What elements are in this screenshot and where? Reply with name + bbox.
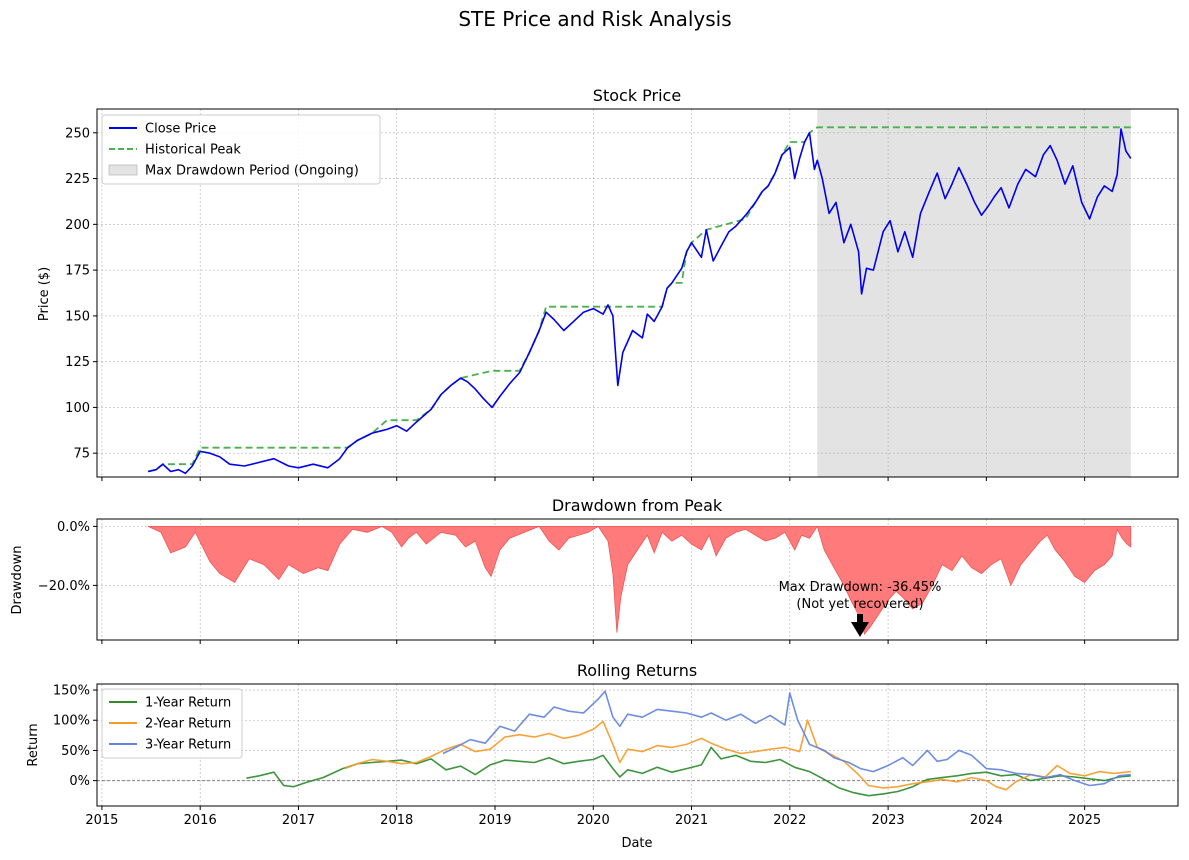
three-year-return-line <box>442 690 1131 787</box>
price-panel: Stock Price Price ($) 75 100 125 150 175 200 2… <box>37 86 1179 481</box>
returns-legend-box <box>101 688 243 759</box>
max-drawdown-arrow <box>851 614 869 637</box>
ytick-label-0-1: 100 <box>65 401 90 416</box>
returns-legend-label-0: 1-Year Return <box>145 696 231 711</box>
ytick-label-2-2: 100% <box>53 714 90 729</box>
drawdown-area <box>147 525 1132 635</box>
max-drawdown-annotation-line2: (Not yet recovered) <box>796 597 923 612</box>
xtick-label-2024: 2024 <box>970 813 1003 828</box>
price-panel-title: Stock Price <box>593 86 681 105</box>
panel-frame-1 <box>96 518 1179 641</box>
price-legend-swatch-2 <box>108 164 138 176</box>
panel-frame-0 <box>96 108 1179 478</box>
returns-panel: Rolling Returns Return Date 2015 2016 2017… <box>26 661 1179 851</box>
returns-panel-ylabel: Return <box>26 723 41 766</box>
ytick-label-1-0: 0.0% <box>57 520 90 535</box>
xtick-label-2022: 2022 <box>773 813 806 828</box>
xtick-label-2020: 2020 <box>577 813 610 828</box>
returns-panel-title: Rolling Returns <box>577 661 697 680</box>
price-legend-label-1: Historical Peak <box>145 143 241 158</box>
xtick-label-2018: 2018 <box>380 813 413 828</box>
xtick-label-2021: 2021 <box>675 813 708 828</box>
ytick-label-0-5: 200 <box>65 218 90 233</box>
xtick-label-2015: 2015 <box>85 813 118 828</box>
xtick-label-2017: 2017 <box>282 813 315 828</box>
max-drawdown-annotation-line1: Max Drawdown: -36.45% <box>779 580 942 595</box>
panel-frame-2 <box>96 683 1179 807</box>
ytick-label-1-1: −20.0% <box>38 579 90 594</box>
close-price-line <box>147 128 1132 475</box>
ytick-label-2-0: 0% <box>69 774 90 789</box>
xtick-label-2016: 2016 <box>184 813 217 828</box>
figure-title: STE Price and Risk Analysis <box>458 7 731 31</box>
xtick-label-2025: 2025 <box>1068 813 1101 828</box>
ytick-label-2-3: 150% <box>53 684 90 699</box>
ytick-label-0-2: 125 <box>65 355 90 370</box>
ytick-label-2-1: 50% <box>61 744 90 759</box>
max-drawdown-shaded-period <box>817 109 1131 477</box>
xtick-label-2023: 2023 <box>872 813 905 828</box>
returns-legend-label-1: 2-Year Return <box>145 717 231 732</box>
price-legend-box <box>101 114 381 185</box>
ytick-label-0-3: 150 <box>65 309 90 324</box>
price-legend-label-0: Close Price <box>145 122 216 137</box>
returns-legend-label-2: 3-Year Return <box>145 738 231 753</box>
ytick-label-0-6: 225 <box>65 172 90 187</box>
returns-panel-xlabel: Date <box>621 836 652 851</box>
ytick-label-0-4: 175 <box>65 264 90 279</box>
xtick-label-2019: 2019 <box>478 813 511 828</box>
drawdown-panel-title: Drawdown from Peak <box>552 496 723 515</box>
drawdown-panel-ylabel: Drawdown <box>10 545 25 614</box>
drawdown-panel: Drawdown from Peak Drawdown 0.0% −20.0% Ma… <box>10 496 1179 644</box>
one-year-return-line <box>246 746 1131 797</box>
ytick-label-0-0: 75 <box>73 447 90 462</box>
price-legend-label-2: Max Drawdown Period (Ongoing) <box>145 164 359 179</box>
price-panel-ylabel: Price ($) <box>37 267 52 321</box>
two-year-return-line <box>344 719 1131 791</box>
ytick-label-0-7: 250 <box>65 126 90 141</box>
